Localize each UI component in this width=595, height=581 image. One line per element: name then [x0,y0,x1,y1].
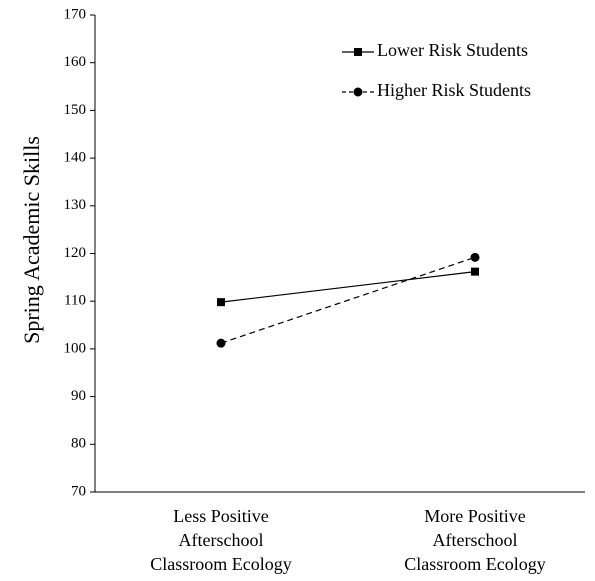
y-tick-label: 90 [71,388,86,404]
y-tick-label: 140 [64,150,87,166]
data-point [216,338,226,348]
y-tick-label: 150 [64,102,87,118]
x-tick-label: Classroom Ecology [150,554,292,574]
x-tick-label: Afterschool [179,530,264,550]
series-line-lower-risk [220,271,476,303]
series-layer [216,252,480,348]
x-tick-label: More Positive [424,506,526,526]
y-tick-label: 70 [71,483,86,499]
data-point [471,267,479,276]
legend-marker [353,87,363,97]
y-tick-label: 120 [64,245,87,261]
y-tick-label: 130 [64,197,87,213]
y-axis-label: Spring Academic Skills [19,136,44,344]
y-ticks: 70 80 90 100 110 120 130 140 150 160 170 [64,6,95,499]
x-tick-labels: Less Positive Afterschool Classroom Ecolog… [150,506,546,574]
y-tick-label: 80 [71,436,86,452]
y-tick-label: 110 [64,293,86,309]
data-point [470,252,480,262]
legend: Lower Risk Students Higher Risk Students [342,40,531,100]
y-tick-label: 170 [64,6,87,22]
legend-label: Higher Risk Students [377,80,531,100]
y-tick-label: 100 [64,340,87,356]
y-tick-label: 160 [64,54,87,70]
legend-marker [354,48,362,56]
legend-label: Lower Risk Students [377,40,528,60]
x-tick-label: Classroom Ecology [404,554,546,574]
x-tick-label: Less Positive [173,506,269,526]
x-tick-label: Afterschool [433,530,518,550]
series-line-higher-risk [220,256,476,344]
data-point [217,298,225,307]
